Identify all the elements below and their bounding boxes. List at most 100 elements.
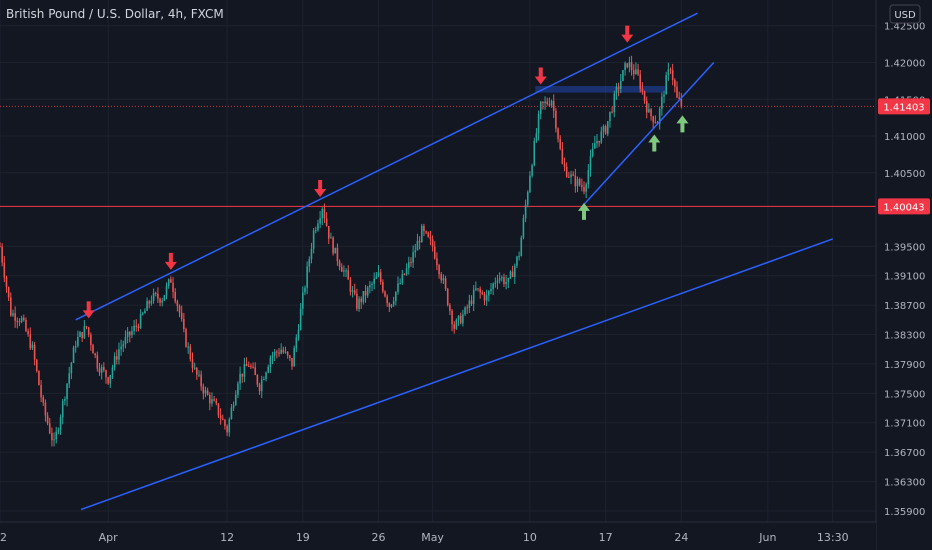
candle-body bbox=[258, 384, 261, 392]
candle-body bbox=[200, 374, 202, 387]
candle-body bbox=[336, 247, 339, 262]
time-tick-label: 13:30 bbox=[817, 531, 849, 544]
candle-body bbox=[185, 329, 187, 347]
candle-body bbox=[312, 230, 315, 249]
candle-body bbox=[505, 281, 507, 284]
candle-body bbox=[22, 317, 25, 320]
candle-body bbox=[507, 277, 510, 282]
time-tick-label: 24 bbox=[674, 531, 688, 544]
candle-body bbox=[77, 337, 79, 346]
price-tick-label: 1.37500 bbox=[884, 389, 925, 400]
candle-body bbox=[501, 277, 503, 279]
candle-body bbox=[622, 70, 624, 81]
candle-body bbox=[250, 366, 252, 368]
candle-body bbox=[637, 69, 639, 75]
candle-body bbox=[488, 291, 490, 296]
candle-body bbox=[455, 319, 458, 329]
candle-body bbox=[449, 305, 451, 311]
price-label-text: 1.40043 bbox=[883, 202, 924, 213]
candle-body bbox=[531, 165, 533, 176]
candle-body bbox=[53, 439, 55, 441]
candle-body bbox=[648, 109, 650, 113]
time-tick-label: 22 bbox=[0, 531, 7, 544]
price-tick-label: 1.42000 bbox=[884, 58, 925, 69]
candle-body bbox=[375, 276, 378, 279]
down-arrow-marker bbox=[534, 67, 547, 85]
candle-body bbox=[16, 320, 19, 322]
candle-body bbox=[594, 143, 596, 149]
candle-body bbox=[645, 100, 648, 113]
candle-body bbox=[310, 248, 313, 260]
candle-body bbox=[654, 122, 657, 124]
candle-body bbox=[570, 174, 572, 178]
candle-body bbox=[146, 301, 148, 311]
candle-body bbox=[14, 313, 16, 321]
candle-body bbox=[353, 290, 356, 294]
candle-body bbox=[561, 148, 564, 164]
candle-body bbox=[587, 170, 590, 185]
candle-body bbox=[492, 283, 494, 289]
candle-body bbox=[46, 415, 49, 424]
candle-body bbox=[98, 368, 101, 373]
candle-body bbox=[609, 111, 611, 122]
candle-body bbox=[416, 240, 419, 251]
time-tick-label: 12 bbox=[220, 531, 234, 544]
candle-body bbox=[282, 349, 285, 353]
price-tick-label: 1.39100 bbox=[884, 272, 925, 283]
candle-body bbox=[59, 417, 62, 430]
candle-body bbox=[423, 225, 425, 232]
candle-body bbox=[446, 288, 449, 306]
price-label-bg bbox=[878, 98, 930, 115]
candle-body bbox=[513, 265, 516, 277]
candle-body bbox=[661, 96, 663, 109]
candle-body bbox=[602, 126, 605, 132]
candle-body bbox=[31, 344, 34, 349]
candle-body bbox=[418, 240, 421, 243]
candle-body bbox=[388, 303, 391, 307]
candle-body bbox=[302, 292, 304, 309]
candle-body bbox=[180, 312, 183, 319]
candle-body bbox=[57, 429, 60, 432]
candle-body bbox=[256, 375, 259, 385]
candle-body bbox=[139, 314, 142, 329]
candle-body bbox=[414, 250, 417, 253]
candle-body bbox=[321, 208, 324, 219]
candle-body bbox=[25, 319, 27, 332]
candle-body bbox=[511, 271, 514, 277]
price-tick-label: 1.42500 bbox=[884, 22, 925, 33]
candle-body bbox=[252, 366, 254, 368]
candle-body bbox=[87, 327, 90, 335]
candle-body bbox=[526, 192, 529, 205]
currency-badge[interactable]: USD bbox=[889, 4, 921, 24]
candle-body bbox=[167, 279, 170, 286]
time-axis-panel[interactable] bbox=[0, 522, 876, 550]
candle-body bbox=[334, 247, 337, 254]
candle-body bbox=[271, 355, 274, 358]
candle-body bbox=[574, 175, 577, 187]
price-axis-panel[interactable] bbox=[876, 0, 932, 550]
candle-body bbox=[674, 79, 676, 87]
candle-body bbox=[600, 131, 603, 143]
candle-body bbox=[552, 101, 555, 111]
candle-body bbox=[671, 70, 674, 80]
chart-grid bbox=[0, 0, 876, 522]
down-arrow-marker bbox=[314, 180, 327, 198]
candle-body bbox=[440, 274, 443, 281]
time-tick-label: 26 bbox=[372, 531, 386, 544]
candle-body bbox=[79, 332, 81, 338]
candle-body bbox=[72, 347, 75, 363]
candle-body bbox=[613, 93, 616, 112]
candle-body bbox=[234, 394, 237, 406]
candle-body bbox=[343, 270, 345, 272]
candle-body bbox=[243, 363, 246, 377]
candle-body bbox=[267, 367, 270, 373]
candle-body bbox=[578, 179, 581, 186]
candle-body bbox=[477, 288, 479, 290]
candle-body bbox=[542, 101, 544, 104]
candle-body bbox=[92, 345, 94, 354]
candle-body bbox=[263, 379, 265, 381]
candle-body bbox=[319, 218, 321, 224]
candle-body bbox=[3, 262, 6, 278]
candle-body bbox=[431, 239, 434, 247]
